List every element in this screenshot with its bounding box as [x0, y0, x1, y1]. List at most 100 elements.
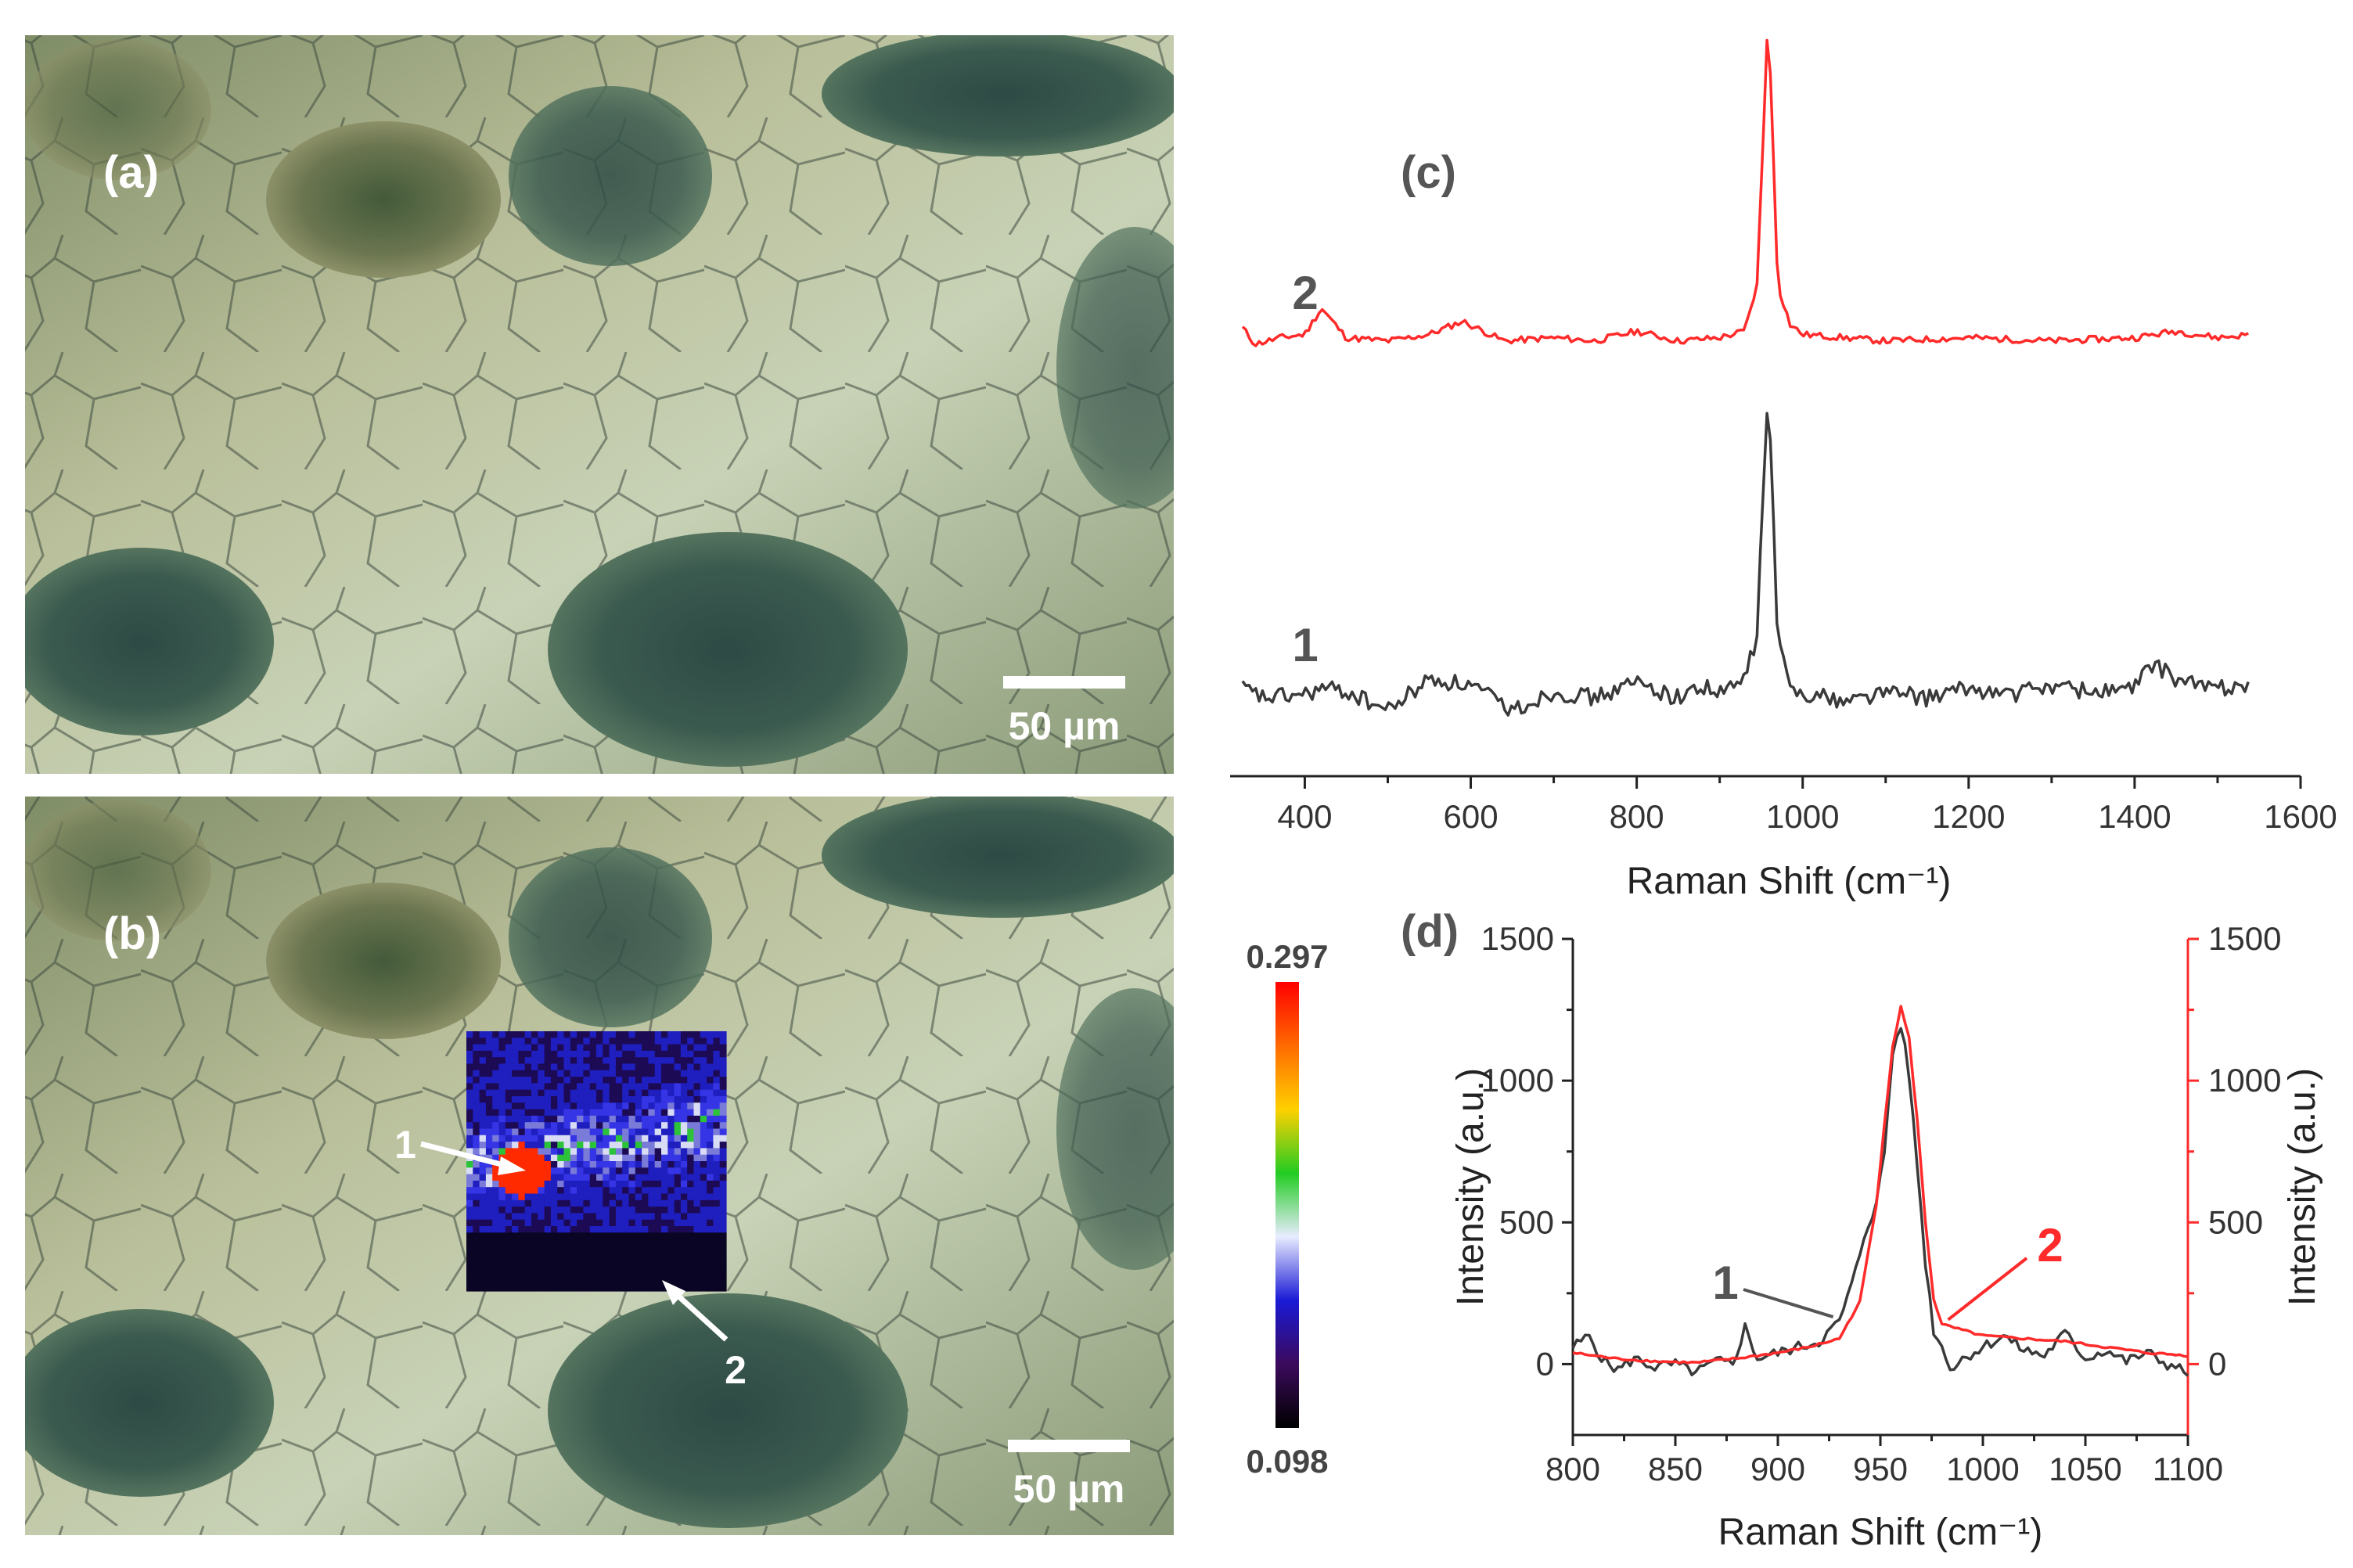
raman-map-cell	[550, 1038, 558, 1045]
raman-map-cell	[615, 1258, 623, 1266]
raman-map-cell	[518, 1207, 526, 1214]
raman-map-cell	[473, 1252, 480, 1260]
raman-map-cell	[700, 1180, 707, 1188]
raman-map-cell	[505, 1038, 513, 1045]
raman-map-cell	[628, 1077, 636, 1084]
raman-map-cell	[628, 1239, 636, 1246]
raman-map-cell	[648, 1148, 656, 1156]
raman-map-cell	[661, 1245, 668, 1253]
raman-map-cell	[544, 1083, 552, 1091]
raman-map-cell	[498, 1226, 506, 1233]
raman-map-cell	[492, 1038, 500, 1045]
raman-map-cell	[485, 1148, 493, 1156]
raman-map-cell	[615, 1148, 623, 1156]
raman-map-cell	[570, 1199, 577, 1207]
raman-map-cell	[589, 1154, 597, 1162]
raman-map-cell	[557, 1031, 565, 1038]
raman-map-cell	[538, 1148, 545, 1156]
raman-map-cell	[492, 1232, 500, 1240]
raman-map-cell	[693, 1063, 701, 1071]
raman-map-cell	[693, 1193, 701, 1201]
raman-map-cell	[583, 1109, 591, 1117]
raman-map-cell	[583, 1167, 591, 1175]
raman-map-cell	[615, 1096, 623, 1103]
raman-map-cell	[544, 1115, 552, 1123]
raman-map-cell	[603, 1077, 610, 1084]
raman-map-cell	[583, 1193, 591, 1201]
raman-map-cell	[479, 1199, 487, 1207]
marker-2-label: 2	[725, 1348, 747, 1392]
raman-map-cell	[622, 1109, 630, 1117]
raman-map-cell	[661, 1122, 668, 1130]
raman-map-cell	[700, 1115, 707, 1123]
raman-map-cell	[661, 1161, 668, 1168]
raman-map-cell	[687, 1167, 695, 1175]
raman-map-cell	[642, 1219, 649, 1227]
raman-map-cell	[544, 1122, 552, 1130]
raman-map-cell	[473, 1096, 480, 1103]
raman-map-cell	[661, 1199, 668, 1207]
raman-map-cell	[654, 1038, 662, 1045]
raman-map-cell	[713, 1193, 721, 1201]
raman-map-cell	[680, 1102, 688, 1110]
raman-map-cell	[707, 1063, 714, 1071]
raman-map-cell	[589, 1089, 597, 1097]
raman-map-cell	[596, 1199, 603, 1207]
raman-map-cell	[518, 1115, 526, 1123]
raman-map-cell	[680, 1180, 688, 1188]
raman-map-cell	[473, 1174, 480, 1181]
raman-map-cell	[524, 1167, 532, 1175]
raman-map-cell	[498, 1258, 506, 1266]
raman-map-cell	[466, 1264, 473, 1272]
raman-map-cell	[563, 1213, 571, 1221]
raman-map-cell	[674, 1070, 682, 1077]
raman-map-cell	[583, 1135, 591, 1142]
raman-map-cell	[609, 1239, 617, 1246]
raman-map-cell	[524, 1193, 532, 1201]
raman-map-cell	[713, 1213, 721, 1221]
raman-map-cell	[642, 1070, 649, 1077]
raman-map-cell	[615, 1038, 623, 1045]
raman-map-cell	[577, 1057, 584, 1065]
raman-map-cell	[687, 1284, 695, 1292]
raman-map-cell	[538, 1057, 545, 1065]
raman-map-cell	[485, 1077, 493, 1084]
raman-map-cell	[707, 1245, 714, 1253]
raman-map-cell	[609, 1232, 617, 1240]
raman-map-cell	[687, 1187, 695, 1195]
raman-map-cell	[531, 1226, 538, 1233]
raman-map-cell	[700, 1245, 707, 1253]
raman-map-cell	[538, 1102, 545, 1110]
raman-map-cell	[473, 1038, 480, 1045]
raman-map-cell	[628, 1044, 636, 1052]
raman-map-cell	[615, 1135, 623, 1142]
raman-map-cell	[466, 1258, 473, 1266]
raman-map-cell	[466, 1271, 473, 1278]
raman-map-cell	[719, 1044, 727, 1052]
raman-map-cell	[557, 1239, 565, 1246]
raman-map-cell	[680, 1258, 688, 1266]
raman-map-cell	[642, 1142, 649, 1149]
raman-map-cell	[492, 1044, 500, 1052]
raman-map-cell	[687, 1161, 695, 1168]
raman-map-cell	[642, 1109, 649, 1117]
raman-map-cell	[596, 1264, 603, 1272]
raman-map-cell	[466, 1199, 473, 1207]
raman-map-cell	[687, 1135, 695, 1142]
raman-map-cell	[544, 1219, 552, 1227]
raman-map-cell	[693, 1044, 701, 1052]
raman-map-cell	[498, 1031, 506, 1038]
raman-map-cell	[680, 1278, 688, 1286]
raman-map-cell	[628, 1063, 636, 1071]
raman-map-cell	[648, 1187, 656, 1195]
raman-map-cell	[492, 1278, 500, 1286]
raman-map-cell	[622, 1135, 630, 1142]
raman-map-cell	[531, 1057, 538, 1065]
raman-map-cell	[492, 1031, 500, 1038]
raman-map-cell	[479, 1122, 487, 1130]
raman-map-cell	[680, 1193, 688, 1201]
raman-map-cell	[544, 1038, 552, 1045]
raman-map-cell	[518, 1122, 526, 1130]
raman-map-cell	[648, 1219, 656, 1227]
raman-map-cell	[498, 1271, 506, 1278]
